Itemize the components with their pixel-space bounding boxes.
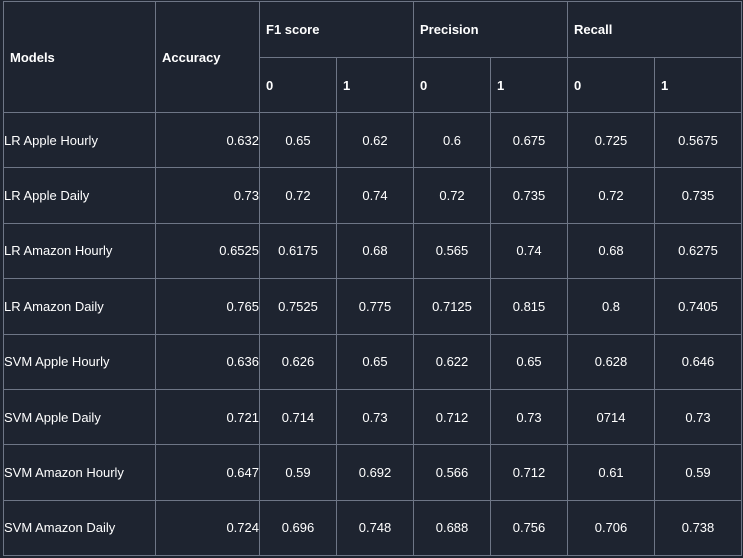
- header-f1-score: F1 score: [258, 1, 415, 58]
- recall-class-0-cell: 0.725: [567, 111, 656, 169]
- model-name-cell: SVM Apple Hourly: [3, 333, 156, 390]
- precision-class-1-cell: 0.65: [490, 333, 569, 390]
- header-recall-class-1: 1: [654, 57, 743, 113]
- recall-class-0-cell: 0.68: [567, 222, 656, 280]
- f1-class-1-cell: 0.74: [335, 167, 415, 224]
- header-recall: Recall: [567, 1, 743, 58]
- recall-class-0-cell: 0714: [567, 388, 656, 446]
- precision-class-1-cell: 0.74: [490, 222, 569, 280]
- accuracy-cell: 0.647: [155, 444, 260, 501]
- table-row: LR Amazon Daily 0.765 0.7525 0.775 0.712…: [3, 278, 743, 335]
- table-row: SVM Amazon Hourly 0.647 0.59 0.692 0.566…: [3, 444, 743, 501]
- table-row: LR Apple Daily 0.73 0.72 0.74 0.72 0.735…: [3, 167, 743, 224]
- f1-class-1-cell: 0.68: [335, 222, 415, 280]
- f1-class-0-cell: 0.59: [259, 444, 337, 501]
- accuracy-cell: 0.636: [155, 333, 260, 390]
- f1-class-0-cell: 0.6175: [259, 222, 337, 280]
- table-row: LR Amazon Hourly 0.6525 0.6175 0.68 0.56…: [3, 222, 743, 280]
- model-name-cell: SVM Amazon Daily: [3, 499, 156, 557]
- f1-class-0-cell: 0.65: [259, 111, 337, 169]
- header-recall-class-0: 0: [567, 57, 656, 113]
- precision-class-1-cell: 0.73: [490, 388, 569, 446]
- model-name-cell: SVM Apple Daily: [3, 388, 156, 446]
- results-table: Models Accuracy F1 score Precision Recal…: [3, 1, 743, 557]
- precision-class-0-cell: 0.566: [413, 444, 492, 501]
- recall-class-1-cell: 0.73: [654, 388, 743, 446]
- precision-class-0-cell: 0.688: [413, 499, 492, 557]
- header-f1-class-0: 0: [259, 57, 337, 113]
- f1-class-1-cell: 0.748: [335, 499, 415, 557]
- recall-class-1-cell: 0.646: [654, 333, 743, 390]
- header-precision: Precision: [413, 1, 569, 58]
- table-row: SVM Amazon Daily 0.724 0.696 0.748 0.688…: [3, 499, 743, 557]
- precision-class-0-cell: 0.6: [413, 111, 492, 169]
- model-name-cell: LR Apple Hourly: [3, 111, 156, 169]
- f1-class-0-cell: 0.72: [259, 167, 337, 224]
- f1-class-1-cell: 0.65: [335, 333, 415, 390]
- f1-class-1-cell: 0.775: [335, 278, 415, 335]
- precision-class-0-cell: 0.565: [413, 222, 492, 280]
- accuracy-cell: 0.632: [155, 111, 260, 169]
- recall-class-0-cell: 0.628: [567, 333, 656, 390]
- precision-class-1-cell: 0.675: [490, 111, 569, 169]
- precision-class-1-cell: 0.815: [490, 278, 569, 335]
- recall-class-1-cell: 0.7405: [654, 278, 743, 335]
- table-row: SVM Apple Hourly 0.636 0.626 0.65 0.622 …: [3, 333, 743, 390]
- accuracy-cell: 0.721: [155, 388, 260, 446]
- model-name-cell: SVM Amazon Hourly: [3, 444, 156, 501]
- header-row-metrics: Models Accuracy F1 score Precision Recal…: [3, 1, 743, 113]
- model-name-cell: LR Amazon Daily: [3, 278, 156, 335]
- recall-class-0-cell: 0.8: [567, 278, 656, 335]
- f1-class-0-cell: 0.626: [259, 333, 337, 390]
- recall-class-0-cell: 0.72: [567, 167, 656, 224]
- recall-class-1-cell: 0.6275: [654, 222, 743, 280]
- recall-class-1-cell: 0.5675: [654, 111, 743, 169]
- precision-class-1-cell: 0.735: [490, 167, 569, 224]
- precision-class-1-cell: 0.712: [490, 444, 569, 501]
- precision-class-0-cell: 0.712: [413, 388, 492, 446]
- model-name-cell: LR Apple Daily: [3, 167, 156, 224]
- model-name-cell: LR Amazon Hourly: [3, 222, 156, 280]
- recall-class-1-cell: 0.738: [654, 499, 743, 557]
- header-f1-class-1: 1: [335, 57, 415, 113]
- header-models: Models: [3, 1, 156, 113]
- recall-class-0-cell: 0.706: [567, 499, 656, 557]
- accuracy-cell: 0.724: [155, 499, 260, 557]
- precision-class-0-cell: 0.7125: [413, 278, 492, 335]
- recall-class-1-cell: 0.59: [654, 444, 743, 501]
- recall-class-0-cell: 0.61: [567, 444, 656, 501]
- f1-class-0-cell: 0.714: [259, 388, 337, 446]
- header-accuracy: Accuracy: [155, 1, 260, 113]
- table-row: SVM Apple Daily 0.721 0.714 0.73 0.712 0…: [3, 388, 743, 446]
- accuracy-cell: 0.765: [155, 278, 260, 335]
- header-row-classes: 0 1 0 1 0 1: [4, 57, 743, 113]
- header-precision-class-0: 0: [413, 57, 492, 113]
- recall-class-1-cell: 0.735: [654, 167, 743, 224]
- f1-class-1-cell: 0.73: [335, 388, 415, 446]
- f1-class-1-cell: 0.62: [335, 111, 415, 169]
- accuracy-cell: 0.6525: [155, 222, 260, 280]
- header-precision-class-1: 1: [490, 57, 569, 113]
- table-row: LR Apple Hourly 0.632 0.65 0.62 0.6 0.67…: [3, 111, 743, 169]
- precision-class-0-cell: 0.622: [413, 333, 492, 390]
- accuracy-cell: 0.73: [155, 167, 260, 224]
- f1-class-0-cell: 0.696: [259, 499, 337, 557]
- precision-class-0-cell: 0.72: [413, 167, 492, 224]
- precision-class-1-cell: 0.756: [490, 499, 569, 557]
- f1-class-0-cell: 0.7525: [259, 278, 337, 335]
- f1-class-1-cell: 0.692: [335, 444, 415, 501]
